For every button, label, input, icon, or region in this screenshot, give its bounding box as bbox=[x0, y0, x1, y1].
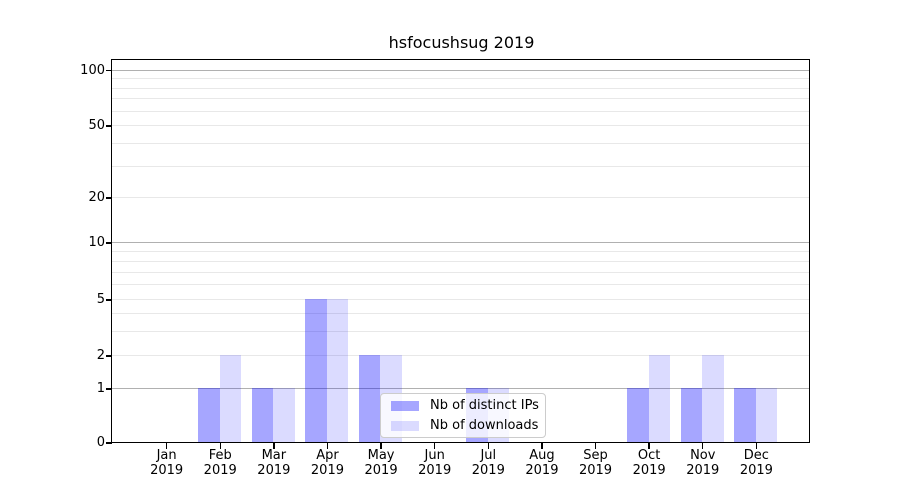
bar-distinct-ips bbox=[627, 388, 649, 443]
grid-major-line bbox=[112, 242, 810, 244]
x-axis-tick bbox=[165, 443, 168, 449]
bar-distinct-ips bbox=[680, 388, 703, 443]
y-axis-tick-label: 50 bbox=[88, 118, 105, 133]
y-axis-tick bbox=[106, 442, 112, 444]
grid-minor-line bbox=[112, 355, 810, 357]
y-axis-tick bbox=[106, 355, 112, 357]
grid-minor-line bbox=[112, 197, 810, 199]
legend: Nb of distinct IPs Nb of downloads bbox=[380, 393, 546, 438]
y-axis-tick bbox=[106, 197, 112, 199]
y-axis-tick-label: 20 bbox=[88, 190, 105, 205]
y-axis-tick-label: 1 bbox=[96, 381, 105, 396]
x-axis-tick-label: Feb 2019 bbox=[203, 448, 237, 478]
bar-downloads bbox=[755, 388, 778, 443]
chart-title: hsfocushsug 2019 bbox=[388, 33, 535, 52]
x-axis-tick bbox=[648, 443, 650, 449]
x-axis-tick bbox=[326, 443, 329, 449]
bar-distinct-ips bbox=[359, 355, 381, 443]
legend-item-downloads: Nb of downloads bbox=[387, 418, 539, 433]
x-axis-tick bbox=[755, 443, 758, 449]
grid-minor-line bbox=[112, 165, 810, 167]
bar-distinct-ips bbox=[198, 388, 220, 443]
x-axis-tick bbox=[541, 443, 543, 449]
x-axis-tick-label: Aug 2019 bbox=[525, 448, 559, 478]
bar-downloads bbox=[273, 388, 295, 443]
grid-minor-line bbox=[112, 87, 810, 89]
x-axis-tick-label: Dec 2019 bbox=[739, 448, 773, 478]
bar-downloads bbox=[702, 355, 724, 443]
y-axis-tick-label: 100 bbox=[80, 62, 105, 78]
bar-downloads bbox=[648, 355, 670, 443]
grid-minor-line bbox=[112, 271, 810, 273]
plot-area bbox=[111, 58, 811, 444]
y-axis-tick-label: 0 bbox=[96, 435, 105, 450]
bar-downloads bbox=[219, 355, 242, 443]
grid-minor-line bbox=[112, 251, 810, 253]
bar-distinct-ips bbox=[305, 299, 327, 443]
x-axis-tick bbox=[594, 443, 597, 449]
x-axis-tick-label: Sep 2019 bbox=[578, 448, 613, 478]
x-axis-tick bbox=[487, 443, 489, 449]
x-axis-tick bbox=[702, 443, 704, 449]
legend-label: Nb of distinct IPs bbox=[430, 398, 539, 413]
grid-major-line bbox=[112, 388, 810, 390]
x-axis-tick-label: Jan 2019 bbox=[150, 448, 184, 478]
downloads-swatch-icon bbox=[391, 420, 419, 431]
y-axis-tick bbox=[106, 299, 112, 301]
y-axis-tick bbox=[106, 69, 112, 72]
grid-minor-line bbox=[112, 98, 810, 100]
x-axis-tick bbox=[433, 443, 436, 449]
x-axis-tick-label: Jul 2019 bbox=[471, 448, 505, 478]
grid-minor-line bbox=[112, 313, 810, 315]
x-axis-tick bbox=[380, 443, 382, 449]
y-axis-tick-label: 2 bbox=[96, 348, 105, 363]
y-axis-tick bbox=[106, 388, 112, 390]
bar-distinct-ips bbox=[734, 388, 756, 443]
x-axis-tick bbox=[219, 443, 221, 449]
grid-minor-line bbox=[112, 330, 810, 332]
x-axis-tick-label: Nov 2019 bbox=[686, 448, 720, 478]
x-axis-tick-label: Oct 2019 bbox=[632, 448, 666, 478]
y-axis-tick bbox=[106, 242, 112, 244]
grid-minor-line bbox=[112, 78, 810, 80]
grid-minor-line bbox=[112, 110, 810, 112]
distinct-ips-swatch-icon bbox=[391, 400, 419, 411]
x-axis-tick-label: May 2019 bbox=[364, 448, 398, 478]
grid-minor-line bbox=[112, 142, 810, 144]
legend-item-distinct-ips: Nb of distinct IPs bbox=[387, 398, 539, 413]
x-axis-tick-label: Mar 2019 bbox=[257, 448, 291, 478]
x-axis-tick-label: Apr 2019 bbox=[310, 448, 344, 478]
bar-distinct-ips bbox=[251, 388, 274, 443]
x-axis-tick-label: Jun 2019 bbox=[418, 448, 452, 478]
y-axis-tick-label: 5 bbox=[96, 292, 105, 307]
grid-major-line bbox=[112, 69, 810, 71]
grid-minor-line bbox=[112, 260, 810, 262]
legend-label: Nb of downloads bbox=[430, 418, 539, 433]
y-axis-tick-label: 10 bbox=[88, 235, 105, 250]
x-axis-tick bbox=[273, 443, 275, 449]
grid-minor-line bbox=[112, 299, 810, 301]
grid-minor-line bbox=[112, 284, 810, 286]
bar-downloads bbox=[326, 299, 349, 443]
grid-minor-line bbox=[112, 125, 810, 127]
y-axis-tick bbox=[106, 125, 112, 127]
